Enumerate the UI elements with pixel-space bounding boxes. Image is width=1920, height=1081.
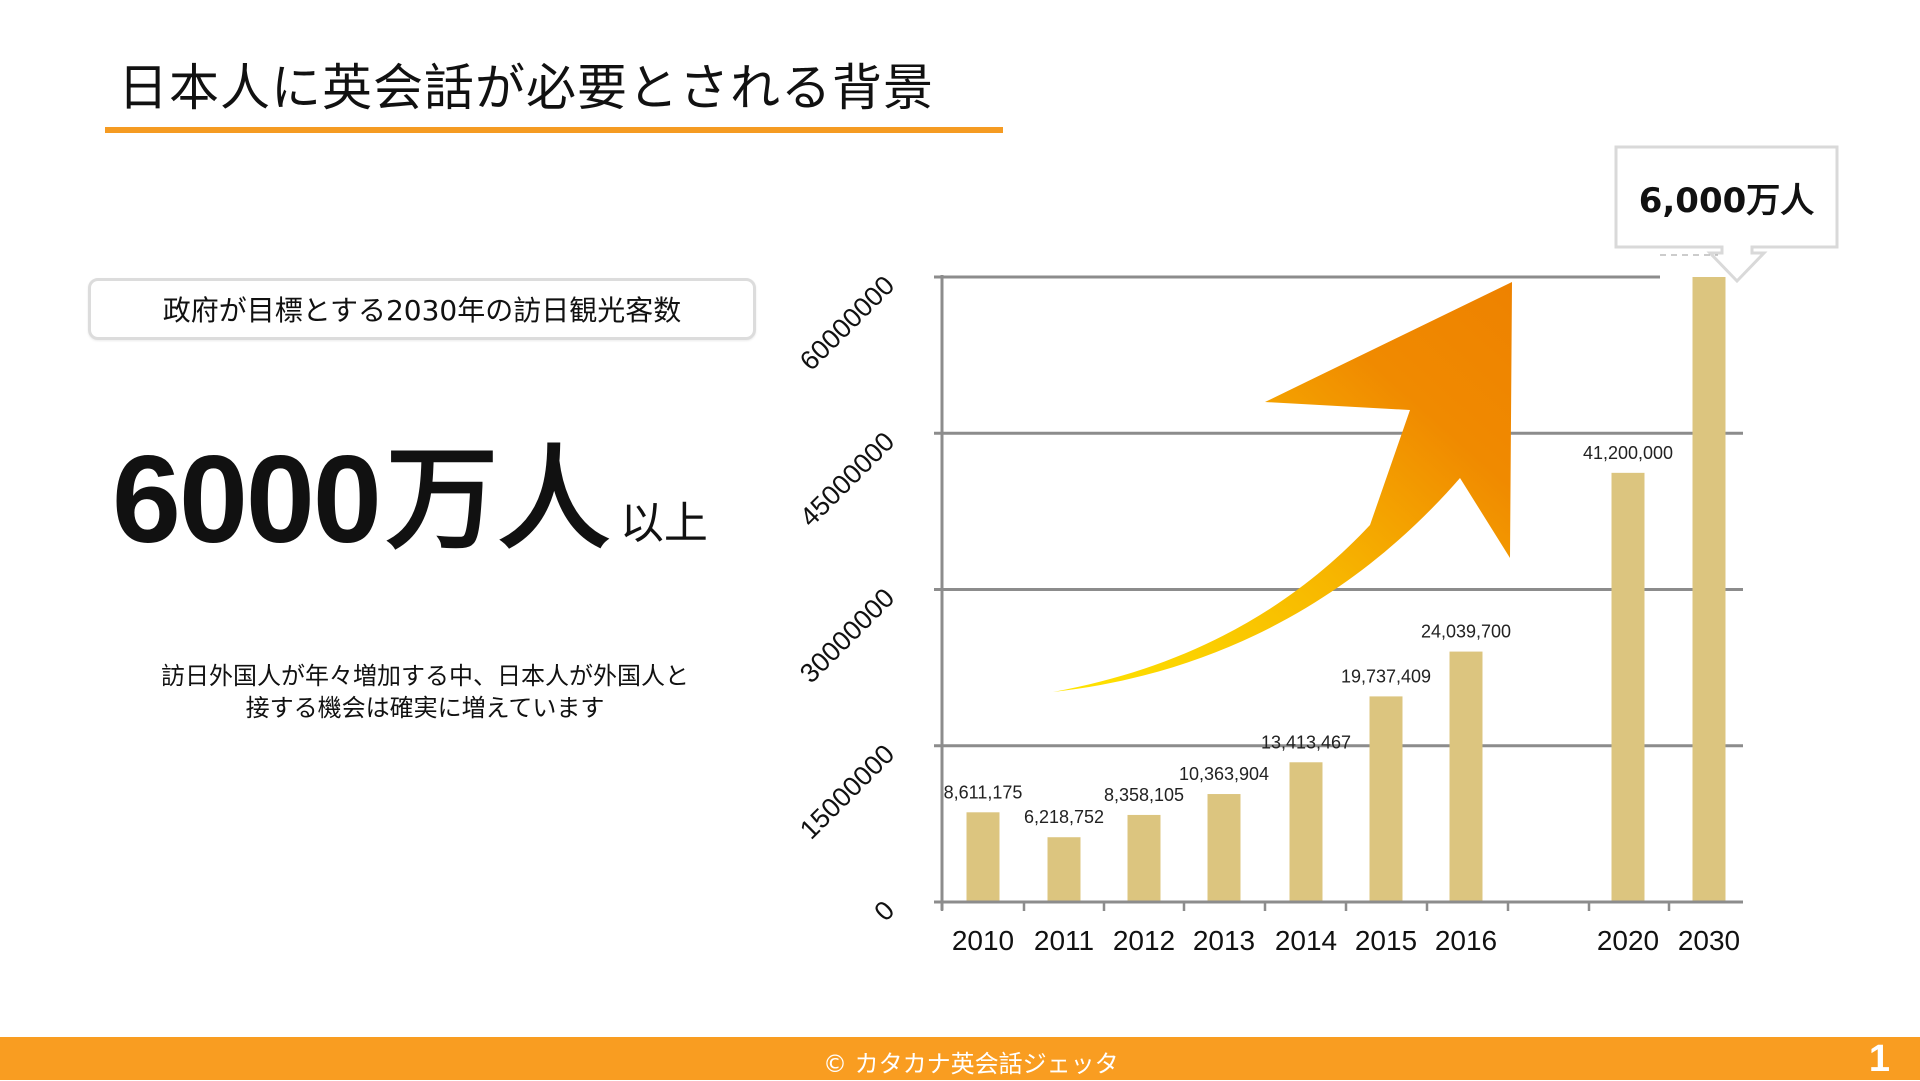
axes <box>934 275 1743 911</box>
data-label: 6,218,752 <box>1024 807 1104 827</box>
callout-shape <box>1614 145 1839 284</box>
callout-text: 6,000万人 <box>1638 180 1815 221</box>
slide-title: 日本人に英会話が必要とされる背景 <box>118 59 934 117</box>
y-tick-label: 30000000 <box>794 583 900 689</box>
x-tick-label: 2014 <box>1275 925 1337 956</box>
gridlines <box>934 275 1743 748</box>
y-tick-label: 45000000 <box>794 426 900 532</box>
trend-arrow-icon <box>1053 282 1512 692</box>
description-line-2: 接する機会は確実に増えています <box>245 694 605 722</box>
bar-2014 <box>1289 762 1323 902</box>
y-tick-label: 60000000 <box>794 270 900 376</box>
x-tick-label: 2010 <box>952 925 1014 956</box>
x-tick-label: 2020 <box>1597 925 1659 956</box>
page-number: 1 <box>1868 1038 1890 1080</box>
x-tick-label: 2012 <box>1113 925 1175 956</box>
data-label: 19,737,409 <box>1341 666 1431 686</box>
data-label: 8,358,105 <box>1104 785 1184 805</box>
bar-2020 <box>1611 472 1645 902</box>
big-number: 6000 万人 以上 <box>112 430 708 569</box>
title-underline <box>105 127 1003 133</box>
bars <box>966 277 1726 902</box>
big-number-value: 6000 <box>112 431 382 569</box>
bar-2011 <box>1047 837 1081 902</box>
data-label: 10,363,904 <box>1179 764 1269 784</box>
x-tick-label: 2011 <box>1034 925 1094 956</box>
data-label: 24,039,700 <box>1421 622 1511 642</box>
x-tick-label: 2015 <box>1355 925 1417 956</box>
bar-2030 <box>1692 277 1726 902</box>
target-label-box: 政府が目標とする2030年の訪日観光客数 <box>88 278 756 340</box>
description-line-1: 訪日外国人が年々増加する中、日本人が外国人と <box>161 662 689 690</box>
target-label-text: 政府が目標とする2030年の訪日観光客数 <box>162 294 682 327</box>
bar-2012 <box>1127 814 1161 902</box>
x-tick-label: 2013 <box>1193 925 1255 956</box>
bar-2015 <box>1369 696 1403 902</box>
description: 訪日外国人が年々増加する中、日本人が外国人と 接する機会は確実に増えています <box>130 660 720 724</box>
bar-2013 <box>1207 794 1241 902</box>
data-label: 41,200,000 <box>1583 443 1673 463</box>
y-tick-label: 15000000 <box>794 739 900 845</box>
data-label: 13,413,467 <box>1261 732 1351 752</box>
x-tick-label: 2030 <box>1678 925 1740 956</box>
y-axis-labels: 0 15000000 30000000 45000000 60000000 <box>794 270 900 927</box>
callout-2030: 6,000万人 <box>1614 145 1839 284</box>
bar-2010 <box>966 812 1000 902</box>
footer-bar <box>0 1037 1920 1080</box>
y-tick-label: 0 <box>868 895 900 927</box>
footer-copyright: © カタカナ英会話ジェッタ <box>823 1050 1119 1078</box>
x-tick-label: 2016 <box>1435 925 1497 956</box>
big-number-unit: 万人 <box>385 435 610 565</box>
big-number-suffix: 以上 <box>619 498 708 549</box>
bar-2016 <box>1449 651 1483 902</box>
x-axis-labels: 2010 2011 2012 2013 2014 2015 2016 2020 2030 <box>952 925 1740 956</box>
data-label: 8,611,175 <box>944 782 1023 802</box>
